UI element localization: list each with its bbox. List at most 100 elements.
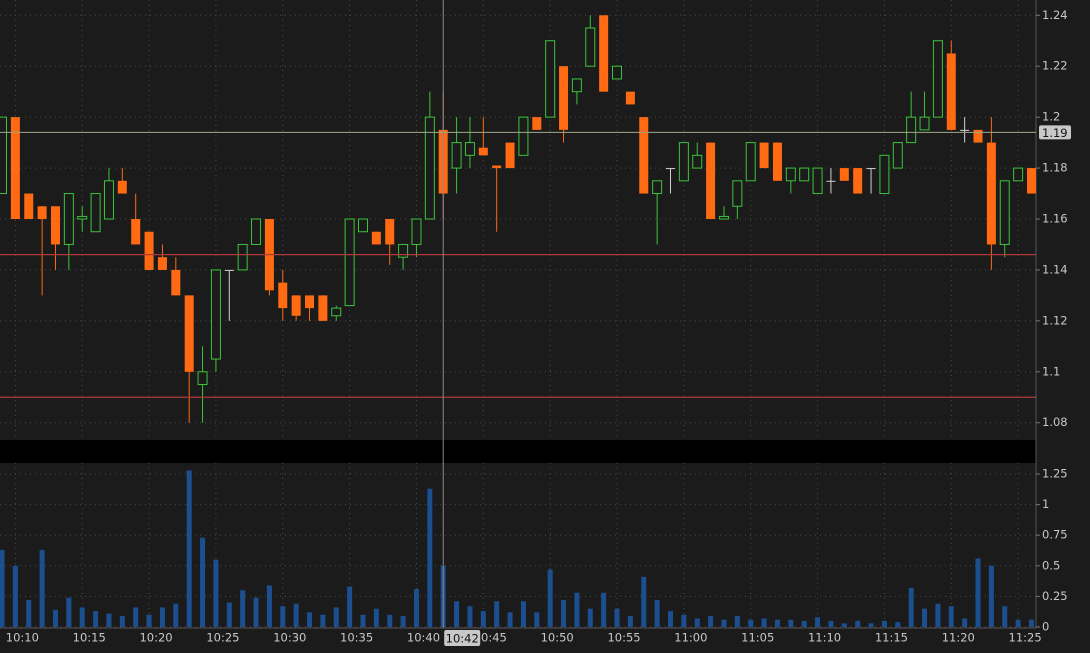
candle-body	[344, 218, 355, 307]
y-tick-label: 1.08	[1042, 415, 1068, 429]
volume-bar	[975, 558, 981, 627]
volume-bar	[333, 607, 339, 627]
candle-body	[732, 180, 743, 207]
volume-bar	[721, 619, 727, 627]
candle-body	[518, 116, 529, 156]
candle-body	[291, 295, 301, 316]
volume-bar	[133, 607, 139, 627]
volume-bar	[266, 585, 272, 627]
volume-bar	[52, 609, 58, 627]
volume-bar	[547, 569, 553, 627]
y-tick-label: 1	[1042, 497, 1049, 511]
volume-bar	[173, 603, 179, 627]
y-tick-label: 1.24	[1042, 8, 1068, 22]
volume-bar	[387, 614, 393, 627]
candle-body	[999, 180, 1010, 245]
volume-bar	[801, 620, 807, 627]
y-tick-label: 1.16	[1042, 212, 1068, 226]
x-tick-label: 10:45	[474, 631, 507, 645]
volume-bar	[561, 600, 567, 627]
volume-bar	[186, 470, 192, 627]
volume-bar	[12, 565, 18, 627]
volume-bar	[146, 614, 152, 627]
x-tick-label: 10:55	[607, 631, 640, 645]
volume-bar	[106, 613, 112, 627]
candle-body	[398, 243, 409, 258]
x-tick-label: 11:15	[875, 631, 908, 645]
candle-body	[0, 116, 7, 195]
candle-body	[759, 142, 769, 169]
candle-body	[545, 40, 556, 118]
candle-body	[492, 165, 502, 169]
volume-bar	[962, 618, 968, 627]
volume-bar	[815, 617, 821, 627]
candle-body	[692, 154, 703, 169]
candle-body	[131, 219, 141, 245]
crosshair-label: 10:42	[446, 632, 479, 646]
candle-body	[144, 231, 154, 270]
volume-bar	[534, 612, 540, 627]
volume-bar	[641, 576, 647, 627]
candle-body	[478, 147, 488, 156]
volume-bar	[881, 620, 887, 627]
volume-bar	[307, 612, 313, 627]
candle-body	[652, 180, 663, 195]
volume-bar	[427, 488, 433, 627]
last-price-box	[1039, 125, 1071, 140]
candle-body	[839, 168, 849, 181]
volume-bar	[855, 620, 861, 627]
candle-body	[24, 193, 34, 219]
volume-bar	[627, 615, 633, 627]
candle-body	[559, 66, 569, 130]
volume-bar	[226, 602, 232, 627]
x-tick-label: 10:50	[541, 631, 574, 645]
x-tick-label: 10:25	[206, 631, 239, 645]
volume-bar	[734, 615, 740, 627]
volume-bar	[520, 601, 526, 627]
candle-body	[357, 218, 368, 233]
volume-bar	[360, 614, 366, 627]
y-tick-label: 0.5	[1042, 558, 1060, 572]
candle-body	[184, 295, 194, 372]
candle-body	[706, 142, 716, 219]
candle-body	[197, 371, 208, 386]
volume-bar	[347, 586, 353, 627]
candle-body	[718, 215, 729, 220]
candle-body	[1013, 167, 1024, 182]
candle-body	[639, 117, 649, 194]
candle-body	[318, 295, 328, 321]
candle-body	[612, 65, 623, 80]
volume-bar	[828, 620, 834, 627]
x-tick-label: 11:20	[942, 631, 975, 645]
candle-body	[853, 168, 863, 194]
volume-bar	[119, 615, 125, 627]
volume-bar	[922, 608, 928, 627]
volume-bar	[373, 608, 379, 627]
candle-body	[906, 116, 917, 144]
volume-bar	[708, 615, 714, 627]
volume-bar	[574, 592, 580, 627]
candle-body	[237, 243, 248, 271]
volume-bar	[159, 607, 165, 627]
y-tick-label: 1.14	[1042, 262, 1068, 276]
volume-bar	[935, 603, 941, 627]
candle-body	[63, 193, 74, 245]
volume-bar	[908, 587, 914, 627]
candle-body	[424, 116, 435, 220]
candle-body	[745, 142, 756, 182]
volume-bar	[668, 611, 673, 627]
volume-bar	[948, 606, 954, 627]
panel-separator	[0, 440, 1036, 463]
candle-body	[826, 180, 836, 182]
volume-bar	[413, 589, 419, 627]
y-tick-label: 0.25	[1042, 589, 1068, 603]
candle-body	[879, 154, 890, 195]
volume-bar	[480, 611, 486, 627]
volume-bar	[26, 600, 32, 627]
last-price-label: 1.19	[1042, 126, 1068, 140]
volume-bar	[400, 615, 406, 627]
x-tick-label: 10:40	[407, 631, 440, 645]
candle-body	[946, 53, 956, 130]
candle-body	[960, 129, 970, 131]
